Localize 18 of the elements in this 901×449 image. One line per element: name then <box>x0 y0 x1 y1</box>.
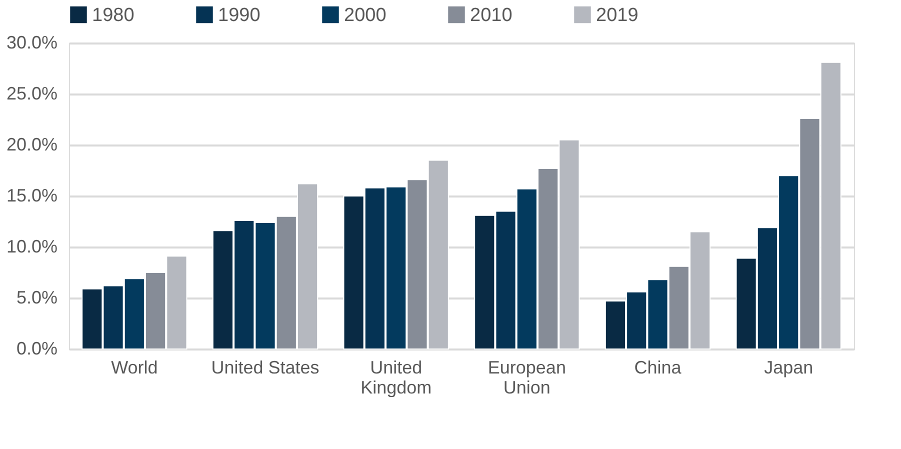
legend-label: 2010 <box>470 4 512 26</box>
x-tick-label: Japan <box>764 358 814 378</box>
y-tick-label: 15.0% <box>6 186 58 206</box>
legend-label: 1990 <box>218 4 260 26</box>
legend-label: 2019 <box>596 4 638 26</box>
x-tick-label: United Kingdom <box>360 358 432 398</box>
x-tick-label: United States <box>211 358 320 378</box>
x-tick-label: China <box>634 358 682 378</box>
legend-label: 1980 <box>92 4 134 26</box>
y-tick-label: 10.0% <box>6 236 58 256</box>
y-tick-label: 30.0% <box>6 32 58 52</box>
y-tick-label: 0.0% <box>16 338 58 358</box>
x-tick-label: European Union <box>488 358 566 398</box>
legend-label: 2000 <box>344 4 386 26</box>
y-tick-label: 25.0% <box>6 84 58 104</box>
y-tick-label: 20.0% <box>6 134 58 154</box>
x-tick-label: World <box>111 358 158 378</box>
y-tick-label: 5.0% <box>16 288 58 308</box>
